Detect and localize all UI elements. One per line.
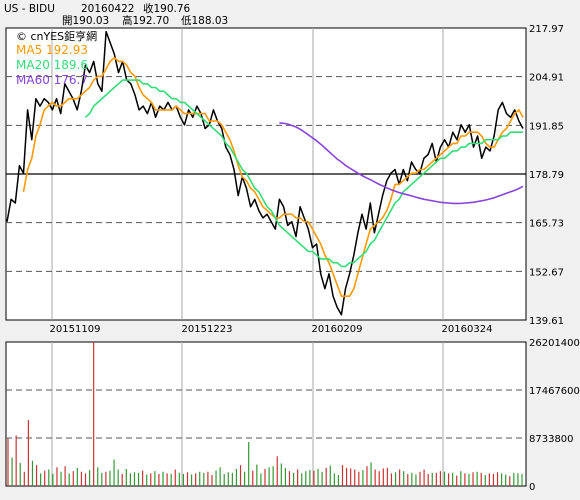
low-label: 低 bbox=[181, 15, 192, 27]
close-value: 190.76 bbox=[153, 3, 191, 15]
price-tick-label: 139.61 bbox=[529, 316, 564, 327]
series-line-price bbox=[6, 30, 524, 316]
price-tick-label: 217.97 bbox=[529, 24, 564, 35]
date-label: 20151223 bbox=[182, 324, 233, 335]
volume-tick-label: 8733800 bbox=[529, 434, 574, 445]
price-tick-label: 165.73 bbox=[529, 219, 564, 230]
price-tick-label: 152.67 bbox=[529, 267, 564, 278]
high-value: 192.70 bbox=[132, 15, 170, 27]
price-tick-label: 191.85 bbox=[529, 121, 564, 132]
price-tick-label: 178.79 bbox=[529, 170, 564, 181]
date-label: 20151109 bbox=[50, 324, 101, 335]
close-label: 收 bbox=[143, 3, 154, 15]
high-label: 高 bbox=[122, 15, 133, 27]
open-label: 開 bbox=[62, 15, 73, 27]
volume-tick-label: 26201400 bbox=[529, 338, 580, 349]
header-symbol: US - BIDU bbox=[4, 3, 55, 15]
series-line-ma60 bbox=[279, 122, 524, 205]
volume-tick-label: 0 bbox=[529, 482, 535, 493]
volume-tick-label: 17467600 bbox=[529, 386, 580, 397]
volume-panel: 26201400 17467600 8733800 0 bbox=[5, 338, 580, 493]
watermark-text: © cnYES鉅亨網 bbox=[16, 29, 97, 43]
header-low: 低188.03 bbox=[181, 15, 228, 27]
series-line-ma20 bbox=[84, 79, 523, 268]
legend-ma20: MA20 189.6 bbox=[16, 58, 88, 72]
open-value: 190.03 bbox=[72, 15, 110, 27]
header-high: 高192.70 bbox=[122, 15, 169, 27]
legend-ma60: MA60 176.7 bbox=[16, 73, 88, 87]
price-panel: 217.97 204.91 191.85 178.79 165.73 152.67 139.… bbox=[5, 24, 564, 335]
price-tick-label: 204.91 bbox=[529, 73, 564, 84]
date-label: 20160324 bbox=[442, 324, 493, 335]
date-label: 20160209 bbox=[312, 324, 363, 335]
volume-plot-area bbox=[5, 341, 527, 487]
header-date: 20160422 bbox=[81, 3, 135, 15]
low-value: 188.03 bbox=[191, 15, 229, 27]
header-close: 收190.76 bbox=[143, 3, 190, 15]
header-open: 開190.03 bbox=[62, 15, 109, 27]
series-line-ma5 bbox=[22, 56, 524, 297]
legend-ma5: MA5 192.93 bbox=[16, 43, 88, 57]
